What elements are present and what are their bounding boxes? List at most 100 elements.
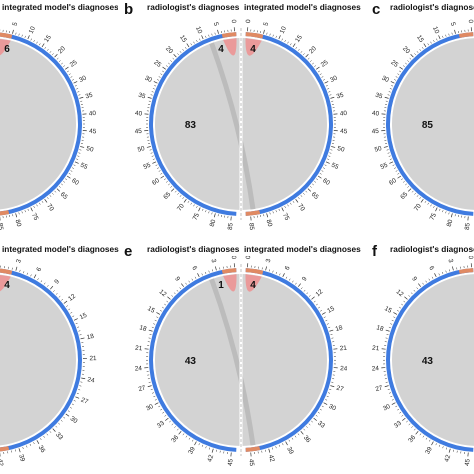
tick-label-left: 21 <box>135 345 143 353</box>
tick-label-right: 45 <box>340 128 348 136</box>
minor-tick <box>413 428 416 431</box>
minor-tick <box>185 282 187 285</box>
minor-tick <box>151 155 154 157</box>
tick-label-right: 33 <box>54 431 64 441</box>
minor-tick <box>24 35 26 38</box>
tick-mark <box>201 35 204 40</box>
minor-tick <box>448 212 450 215</box>
minor-tick <box>153 323 156 325</box>
minor-tick <box>198 443 200 446</box>
minor-tick <box>67 410 70 412</box>
tick-label-right: 70 <box>45 203 55 213</box>
ring-left-orange <box>458 268 474 274</box>
minor-tick <box>409 57 412 60</box>
minor-tick <box>170 60 173 62</box>
tick-mark <box>213 213 216 218</box>
ring-right-orange <box>0 32 13 39</box>
minor-tick <box>269 212 271 215</box>
minor-tick <box>188 437 191 440</box>
minor-tick <box>157 167 160 169</box>
minor-tick <box>297 433 300 436</box>
minor-tick <box>165 65 168 67</box>
tick-label-right: 6 <box>35 266 43 273</box>
minor-tick <box>442 210 444 213</box>
tick-label-right: 30 <box>78 74 88 84</box>
minor-tick <box>313 300 316 303</box>
minor-tick <box>77 91 80 93</box>
tick-mark <box>211 448 214 453</box>
tick-label-left: 36 <box>170 434 180 444</box>
tick-label-left: 10 <box>431 25 440 35</box>
tick-mark <box>54 53 58 58</box>
tick-label-left: 75 <box>192 212 202 222</box>
minor-tick <box>318 306 321 309</box>
panel-b-left-title: radiologist's diagnoses <box>147 2 240 12</box>
tick-label-left: 33 <box>393 420 403 430</box>
minor-tick <box>395 76 398 78</box>
minor-tick <box>389 88 392 90</box>
count-label-left-main: 43 <box>185 356 197 367</box>
tick-label-left: 39 <box>187 445 197 455</box>
minor-tick <box>211 33 213 36</box>
minor-tick <box>26 445 28 448</box>
tick-mark <box>330 385 335 388</box>
minor-tick <box>387 388 390 391</box>
minor-tick <box>300 195 303 197</box>
minor-tick <box>33 442 35 445</box>
minor-tick <box>271 447 274 450</box>
minor-tick <box>303 289 306 292</box>
minor-tick <box>433 40 435 43</box>
minor-tick <box>61 183 63 186</box>
tick-label-left: 27 <box>375 384 384 393</box>
tick-label-right: 18 <box>86 333 95 342</box>
tick-mark <box>389 161 394 164</box>
tick-label-left: 18 <box>375 324 384 333</box>
chord-ribbon-cross <box>209 42 256 210</box>
minor-tick <box>160 408 163 411</box>
tick-mark <box>15 266 18 271</box>
tick-label-right: 39 <box>285 446 295 456</box>
tick-mark <box>65 413 70 417</box>
tick-label-right: 27 <box>80 397 90 406</box>
tick-label-right: 27 <box>335 385 344 394</box>
minor-tick <box>58 422 60 425</box>
minor-tick <box>411 190 414 193</box>
minor-tick <box>154 85 157 87</box>
tick-mark <box>393 312 398 315</box>
minor-tick <box>176 289 179 292</box>
panel-c-left-title: radiologist's diagnoses <box>390 2 474 12</box>
tick-mark <box>198 207 201 212</box>
minor-tick <box>292 200 295 203</box>
tick-mark <box>438 35 441 40</box>
tick-label-left: 75 <box>429 212 439 222</box>
minor-tick <box>411 426 413 428</box>
minor-tick <box>266 32 268 35</box>
tick-mark <box>385 329 390 332</box>
panel-f-letter: f <box>372 243 378 260</box>
minor-tick <box>324 164 327 166</box>
minor-tick <box>149 149 152 151</box>
minor-tick <box>291 437 294 440</box>
minor-tick <box>427 43 429 46</box>
minor-tick <box>40 280 43 283</box>
minor-tick <box>387 94 390 96</box>
minor-tick <box>389 158 392 160</box>
tick-mark <box>41 43 45 48</box>
tick-label-right: 36 <box>37 444 47 454</box>
minor-tick <box>152 88 155 90</box>
tick-label-right: 60 <box>70 177 80 187</box>
minor-tick <box>300 287 303 290</box>
minor-tick <box>438 444 441 447</box>
tick-label-left: 12 <box>395 288 405 298</box>
ring-right-orange <box>245 268 264 275</box>
tick-label-left: 33 <box>156 420 166 430</box>
tick-label-right: 60 <box>321 177 331 187</box>
tick-mark <box>323 402 328 405</box>
tick-mark <box>162 66 166 70</box>
tick-label-left: 39 <box>424 445 434 455</box>
tick-mark <box>307 188 312 192</box>
tick-mark <box>282 273 285 278</box>
minor-tick <box>306 426 308 428</box>
count-label-right-top: 4 <box>250 44 256 55</box>
minor-tick <box>295 282 297 285</box>
